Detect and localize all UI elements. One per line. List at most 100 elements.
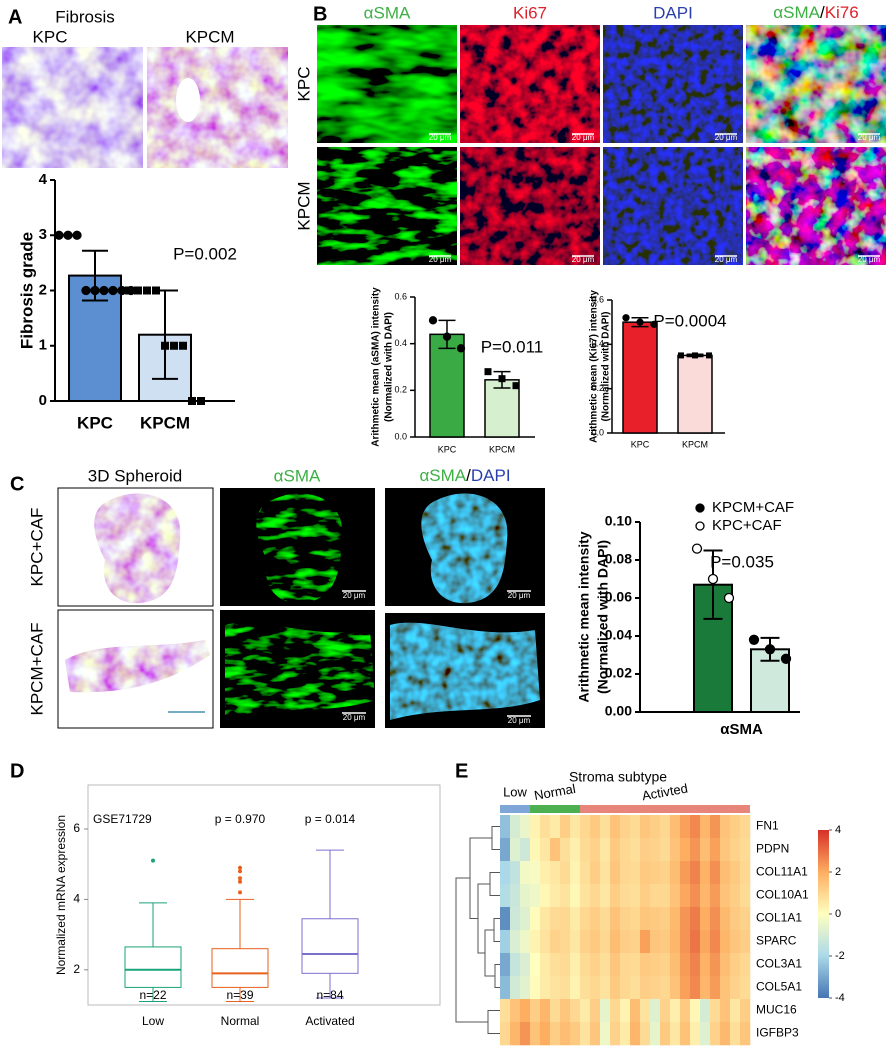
data-point (442, 332, 452, 341)
heatmap-cell (630, 930, 641, 954)
y-tick-label: 0.4 (591, 339, 604, 349)
heatmap-cell (500, 907, 511, 931)
heatmap-cell (620, 999, 631, 1023)
heatmap-cell (540, 838, 551, 862)
x-tick-label: KPCM (140, 413, 190, 432)
micrograph (256, 493, 343, 604)
colorbar-label: -4 (835, 992, 845, 1004)
merge-part: αSMA (773, 3, 820, 22)
y-tick-label: 0.2 (394, 385, 407, 395)
data-point (90, 285, 100, 296)
row-label: SPARC (756, 934, 797, 948)
panel-title: Fibrosis (55, 7, 115, 26)
heatmap-cell (570, 838, 581, 862)
heatmap-cell (720, 907, 731, 931)
heatmap-cell (640, 861, 651, 885)
scale-bar-label: 20 μm (715, 133, 738, 142)
row-label: KPC+CAF (27, 508, 46, 587)
data-point (134, 286, 142, 295)
heatmap-cell (590, 838, 601, 862)
heatmap-cell (510, 838, 521, 862)
heatmap-cell (620, 930, 631, 954)
data-point (723, 592, 735, 604)
heatmap-cell (720, 999, 731, 1023)
heatmap-cell (650, 1022, 661, 1046)
row-label: COL11A1 (756, 865, 808, 879)
group-label: Normal (533, 781, 577, 803)
heatmap-cell (510, 930, 521, 954)
heatmap-cell (700, 999, 711, 1023)
heatmap-cell (560, 907, 571, 931)
data-point (170, 341, 178, 350)
data-point (125, 286, 133, 295)
heatmap-cell (690, 838, 701, 862)
heatmap-cell (510, 884, 521, 908)
heatmap-cell (560, 999, 571, 1023)
heatmap-cell (600, 884, 611, 908)
heatmap-cell (540, 884, 551, 908)
heatmap-cell (700, 861, 711, 885)
heatmap-cell (580, 838, 591, 862)
heatmap-cell (570, 907, 581, 931)
heatmap-cell (720, 838, 731, 862)
heatmap-cell (560, 884, 571, 908)
heatmap-cell (500, 953, 511, 977)
heatmap-cell (520, 861, 531, 885)
row-label: COL3A1 (756, 957, 802, 971)
annotation: P=0.002 (173, 244, 237, 263)
micrograph (746, 25, 886, 143)
heatmap-cell (500, 861, 511, 885)
heatmap-cell (600, 907, 611, 931)
heatmap-cell (620, 907, 631, 931)
heatmap-cell (690, 999, 701, 1023)
data-point (691, 543, 703, 554)
data-point (117, 285, 127, 296)
heatmap-cell (580, 884, 591, 908)
heatmap-cell (620, 976, 631, 1000)
colorbar-label: 2 (835, 866, 841, 878)
heatmap-cell (640, 907, 651, 931)
image-label: KPC (33, 27, 68, 46)
heatmap-cell (650, 838, 661, 862)
heatmap-cell (540, 907, 551, 931)
heatmap-cell (530, 976, 541, 1000)
heatmap-cell (530, 861, 541, 885)
heatmap-cell (550, 999, 561, 1023)
heatmap-cell (650, 953, 661, 977)
box (301, 918, 359, 974)
scale-bar-label: 20 μm (508, 591, 531, 600)
heatmap-cell (600, 953, 611, 977)
colorbar-label: 0 (835, 908, 841, 920)
heatmap-cell (640, 976, 651, 1000)
heatmap-cell (610, 907, 621, 931)
heatmap-cell (540, 976, 551, 1000)
outlier (238, 869, 242, 874)
heatmap-cell (660, 976, 671, 1000)
heatmap-cell (540, 861, 551, 885)
legend-marker (695, 521, 705, 531)
heatmap-cell (680, 953, 691, 977)
outlier (238, 879, 242, 884)
row-label: KPCM+CAF (27, 622, 46, 715)
heatmap-cell (530, 884, 541, 908)
scale-bar-label: 20 μm (858, 255, 881, 264)
heatmap-cell (600, 861, 611, 885)
data-point (678, 352, 684, 359)
heatmap-cell (700, 907, 711, 931)
heatmap-cell (580, 930, 591, 954)
heatmap-cell (650, 861, 661, 885)
heatmap-cell (700, 884, 711, 908)
data-point (748, 634, 760, 645)
heatmap-cell (500, 1022, 511, 1046)
heatmap-cell (700, 930, 711, 954)
n-label: n=84 (316, 988, 343, 1002)
outlier (151, 858, 155, 863)
row-label: KPC (294, 67, 313, 102)
heatmap-cell (650, 815, 661, 839)
heatmap-cell (690, 1022, 701, 1046)
heatmap-cell (710, 838, 721, 862)
y-axis-label: Arithmetic mean intensity (576, 531, 592, 702)
heatmap-cell (630, 1022, 641, 1046)
heatmap-cell (660, 953, 671, 977)
heatmap-cell (590, 907, 601, 931)
